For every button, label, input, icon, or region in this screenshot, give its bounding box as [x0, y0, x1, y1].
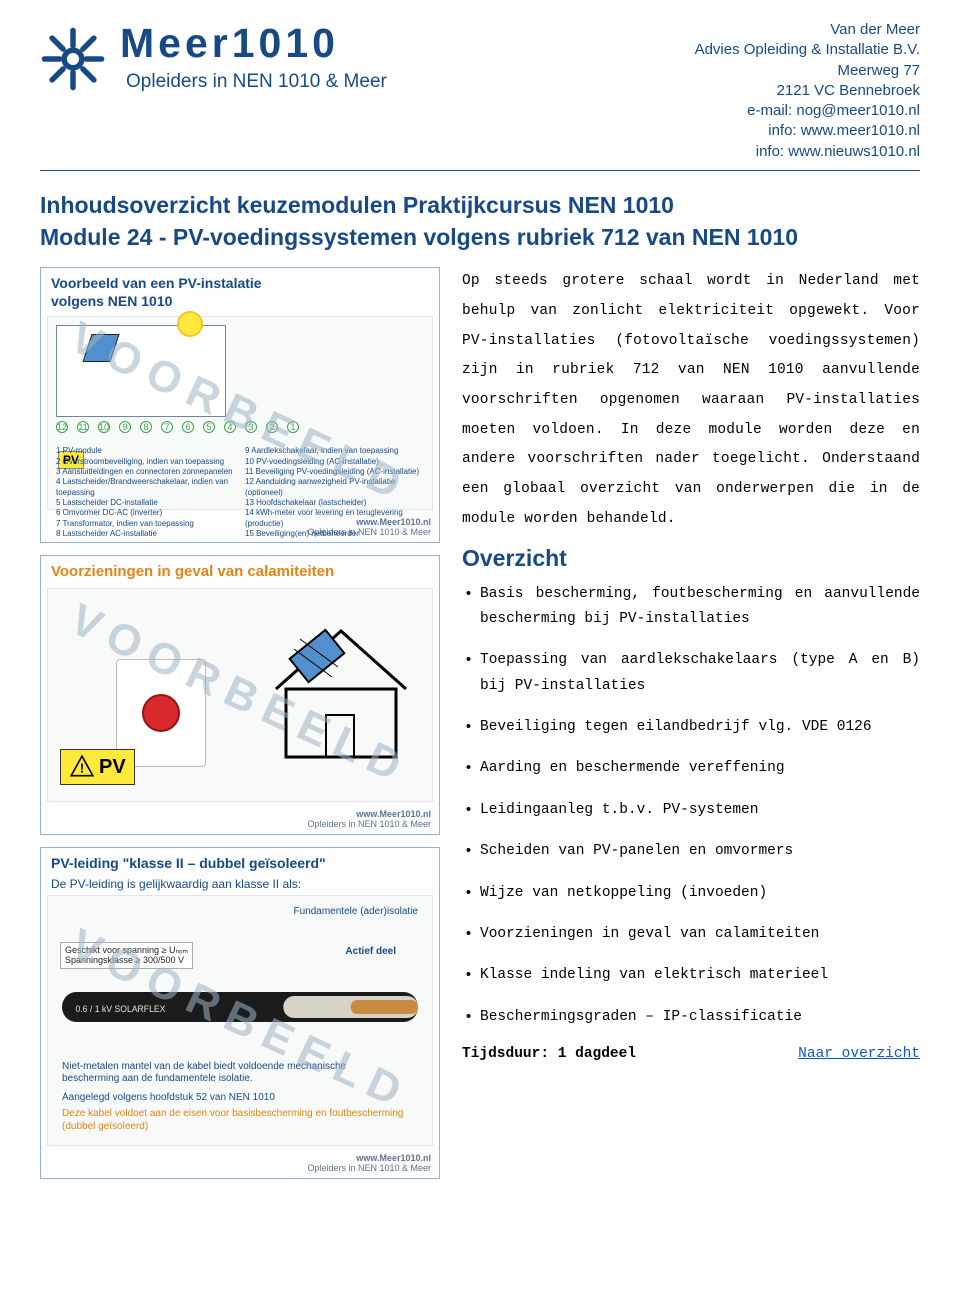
rotary-switch-icon: [142, 694, 180, 732]
legend-item: 15 Beveiliging(en) netbeheerder: [245, 529, 424, 539]
page-header: Meer1010 Opleiders in NEN 1010 & Meer Va…: [40, 20, 920, 171]
legend-item: 10 PV-voedingsleiding (AC-installatie): [245, 457, 424, 467]
cable-illustration: 0.6 / 1 kV SOLARFLEX: [62, 972, 418, 1042]
intro-paragraph: Op steeds grotere schaal wordt in Nederl…: [462, 267, 920, 534]
legend-item: 14 kWh-meter voor levering en teruglever…: [245, 508, 424, 529]
schematic-box: [56, 325, 226, 417]
duration-label: Tijdsduur: 1 dagdeel: [462, 1046, 636, 1062]
figure-pv-example: Voorbeeld van een PV-instalatie volgens …: [40, 267, 440, 543]
figure-footer-link: www.Meer1010.nl: [356, 809, 431, 819]
brand-block: Meer1010 Opleiders in NEN 1010 & Meer: [40, 20, 387, 93]
legend-item: 1 PV-module: [56, 446, 235, 456]
contact-line: Van der Meer: [695, 20, 920, 40]
brand-subtitle: Opleiders in NEN 1010 & Meer: [120, 71, 387, 93]
annotation-active: Actief deel: [345, 946, 396, 957]
overview-item: Basis bescherming, foutbescherming en aa…: [462, 582, 920, 633]
overview-item: Leidingaanleg t.b.v. PV-systemen: [462, 798, 920, 823]
figure-footer-sub: Opleiders in NEN 1010 & Meer: [307, 819, 431, 829]
figure-title: PV-leiding "klasse II – dubbel geïsoleer…: [51, 855, 429, 873]
tag-line: Spanningsklasse ≥ 300/500 V: [65, 955, 188, 966]
overview-item: Wijze van netkoppeling (invoeden): [462, 881, 920, 906]
contact-line: info: www.meer1010.nl: [695, 121, 920, 141]
figure-calamities: Voorzieningen in geval van calamiteiten: [40, 555, 440, 835]
tag-line: Geschikt voor spanning ≥ Uₙₒₘ: [65, 945, 188, 956]
contact-line: 2121 VC Bennebroek: [695, 81, 920, 101]
overview-item: Beschermingsgraden – IP-classificatie: [462, 1005, 920, 1030]
legend-item: 3 Aansluitleidingen en connectoren zonne…: [56, 467, 235, 477]
overview-item: Beveiliging tegen eilandbedrijf vlg. VDE…: [462, 715, 920, 740]
title-line-1: Inhoudsoverzicht keuzemodulen Praktijkcu…: [40, 189, 920, 221]
figure-title: Voorzieningen in geval van calamiteiten: [51, 563, 429, 582]
cable-spec-tag: Geschikt voor spanning ≥ Uₙₒₘ Spanningsk…: [60, 942, 193, 970]
overview-heading: Overzicht: [462, 545, 920, 572]
module-footer: Tijdsduur: 1 dagdeel Naar overzicht: [462, 1046, 920, 1062]
overview-item: Scheiden van PV-panelen en omvormers: [462, 839, 920, 864]
title-line-2: Module 24 - PV-voedingssystemen volgens …: [40, 221, 920, 253]
overview-item: Toepassing van aardlekschakelaars (type …: [462, 648, 920, 699]
figure-title-line2: volgens NEN 1010: [51, 293, 429, 311]
brand-title: Meer1010: [120, 20, 387, 67]
figure-subtitle: De PV-leiding is gelijkwaardig aan klass…: [41, 877, 439, 893]
pv-sign-label: PV: [99, 756, 126, 779]
figure-legend: 1 PV-module2 Overstroombeveiliging, indi…: [56, 446, 424, 501]
legend-item: 2 Overstroombeveiliging, indien van toep…: [56, 457, 235, 467]
overview-item: Klasse indeling van elektrisch materieel: [462, 963, 920, 988]
contact-line: Meerweg 77: [695, 61, 920, 81]
logo-icon: [40, 26, 106, 92]
contact-block: Van der Meer Advies Opleiding & Installa…: [695, 20, 920, 162]
legend-item: 11 Beveiliging PV-voedingsleiding (AC-in…: [245, 467, 424, 477]
nav-overview-link[interactable]: Naar overzicht: [798, 1046, 920, 1062]
note-line-orange: Deze kabel voldoet aan de eisen voor bas…: [62, 1108, 418, 1133]
figure-pv-cable: PV-leiding "klasse II – dubbel geïsoleer…: [40, 847, 440, 1179]
legend-item: 4 Lastscheider/Brandweerschakelaar, indi…: [56, 477, 235, 498]
house-icon: [266, 619, 416, 769]
overview-item: Aarding en beschermende vereffening: [462, 756, 920, 781]
legend-item: 9 Aardlekschakelaar, indien van toepassi…: [245, 446, 424, 456]
contact-line: Advies Opleiding & Installatie B.V.: [695, 40, 920, 60]
figures-column: Voorbeeld van een PV-instalatie volgens …: [40, 267, 440, 1179]
legend-number-row: 121110987654321: [56, 421, 299, 433]
text-column: Op steeds grotere schaal wordt in Nederl…: [462, 267, 920, 1179]
contact-line: info: www.nieuws1010.nl: [695, 142, 920, 162]
legend-item: 5 Lastscheider DC-installatie: [56, 498, 235, 508]
overview-list: Basis bescherming, foutbescherming en aa…: [462, 582, 920, 1031]
contact-line: e-mail: nog@meer1010.nl: [695, 101, 920, 121]
note-line: bescherming aan de fundamentele isolatie…: [62, 1073, 418, 1086]
annotation-fundamental: Fundamentele (ader)isolatie: [293, 906, 418, 917]
legend-item: 12 Aanduiding aanwezigheid PV-installati…: [245, 477, 424, 498]
figure-title: Voorbeeld van een PV-instalatie: [51, 275, 429, 293]
sun-icon: [179, 313, 201, 335]
legend-item: 13 Hoofdschakelaar (lastscheider): [245, 498, 424, 508]
figure-bottom-notes: Niet-metalen mantel van de kabel biedt v…: [62, 1061, 418, 1134]
legend-item: 7 Transformator, indien van toepassing: [56, 519, 235, 529]
pv-panel-icon: [82, 334, 119, 362]
cable-marking: 0.6 / 1 kV SOLARFLEX: [75, 1003, 165, 1013]
svg-text:!: !: [80, 761, 84, 776]
pv-warning-sign: ! PV: [60, 749, 135, 785]
overview-item: Voorzieningen in geval van calamiteiten: [462, 922, 920, 947]
figure-footer-sub: Opleiders in NEN 1010 & Meer: [307, 1163, 431, 1173]
figure-footer-link: www.Meer1010.nl: [356, 1153, 431, 1163]
note-line: Niet-metalen mantel van de kabel biedt v…: [62, 1061, 418, 1074]
note-line: Aangelegd volgens hoofdstuk 52 van NEN 1…: [62, 1092, 418, 1105]
legend-item: 6 Omvormer DC-AC (inverter): [56, 508, 235, 518]
document-title: Inhoudsoverzicht keuzemodulen Praktijkcu…: [40, 189, 920, 253]
legend-item: 8 Lastscheider AC-installatie: [56, 529, 235, 539]
